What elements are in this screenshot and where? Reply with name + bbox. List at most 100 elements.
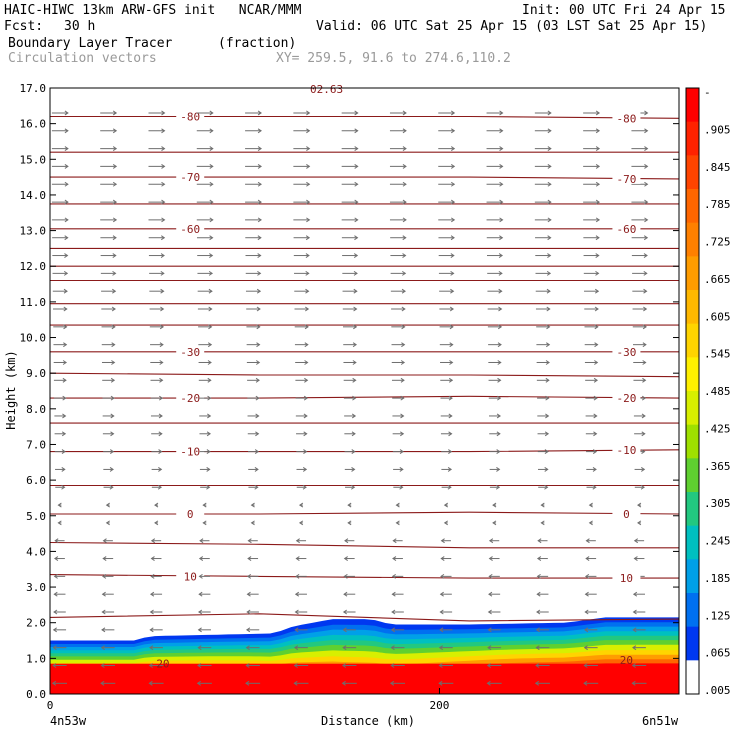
circulation-vector-icon	[198, 591, 211, 597]
vector-head	[399, 431, 405, 437]
circulation-vector-icon	[198, 360, 212, 365]
circulation-vector-icon	[245, 110, 262, 116]
colorbar-swatch	[686, 458, 699, 493]
circulation-vector-icon	[100, 199, 118, 205]
vector-head	[302, 467, 308, 472]
circulation-vector-icon	[51, 217, 69, 223]
vector-head	[642, 377, 647, 383]
vector-head	[641, 395, 647, 401]
circulation-vector-icon	[391, 591, 404, 597]
vector-head	[64, 235, 69, 241]
vector-head	[487, 645, 492, 651]
vector-head	[160, 253, 165, 258]
circulation-vector-icon	[150, 556, 162, 561]
vector-head	[354, 181, 359, 187]
circulation-vector-icon	[637, 502, 642, 508]
circulation-vector-icon	[293, 146, 311, 152]
circulation-vector-icon	[293, 235, 311, 241]
circulation-vector-icon	[150, 342, 164, 348]
circulation-vector-icon	[343, 591, 356, 597]
y-tick-label: 6.0	[26, 474, 46, 487]
vector-head	[305, 288, 310, 294]
vector-head	[161, 164, 166, 169]
vector-head	[102, 573, 107, 579]
circulation-vector-icon	[54, 449, 66, 455]
vector-head	[64, 181, 69, 187]
vector-head	[112, 217, 118, 223]
vector-head	[633, 556, 638, 561]
colorbar-swatch	[686, 391, 699, 426]
y-tick-label: 4.0	[26, 545, 46, 558]
circulation-vector-icon	[583, 164, 601, 169]
vector-head	[642, 360, 647, 365]
vector-head	[207, 395, 212, 401]
vector-head	[593, 413, 598, 419]
circulation-vector-icon	[440, 395, 453, 401]
circulation-vector-icon	[52, 270, 69, 276]
circulation-vector-icon	[57, 520, 62, 526]
circulation-vector-icon	[583, 680, 599, 686]
circulation-vector-icon	[52, 235, 69, 241]
circulation-vector-icon	[196, 199, 214, 205]
circulation-vector-icon	[149, 609, 163, 615]
vector-head	[207, 413, 212, 419]
vector-head	[544, 467, 549, 472]
contour-extra-label-9: 20	[156, 658, 169, 671]
vector-head	[293, 680, 298, 686]
circulation-vector-icon	[293, 645, 308, 651]
vector-head	[593, 431, 598, 437]
circulation-vector-icon	[585, 538, 596, 544]
circulation-vector-icon	[588, 520, 593, 526]
circulation-vector-icon	[347, 520, 352, 526]
circulation-vector-icon	[100, 110, 118, 116]
circulation-vector-icon	[534, 680, 550, 686]
temperature-contour-0	[50, 574, 679, 579]
circulation-vector-icon	[196, 680, 212, 686]
circulation-vector-icon	[197, 306, 213, 312]
circulation-vector-icon	[295, 573, 307, 579]
vector-head	[402, 235, 407, 241]
circulation-vector-icon	[392, 538, 403, 544]
vector-head	[497, 342, 502, 348]
circulation-vector-icon	[51, 128, 69, 134]
circulation-vector-icon	[583, 270, 600, 276]
circulation-vector-icon	[149, 270, 165, 276]
vector-head	[150, 538, 156, 544]
circulation-vector-icon	[487, 609, 501, 615]
vector-head	[112, 181, 118, 187]
circulation-vector-icon	[534, 164, 552, 169]
vector-head	[245, 645, 250, 651]
vector-head	[209, 146, 214, 152]
vector-head	[536, 609, 541, 615]
circulation-vector-icon	[197, 288, 213, 294]
circulation-vector-icon	[151, 449, 163, 455]
circulation-vector-icon	[632, 270, 648, 276]
vector-head	[595, 110, 601, 116]
circulation-vector-icon	[51, 181, 69, 187]
circulation-vector-icon	[631, 199, 649, 205]
vector-head	[254, 467, 259, 472]
vector-head	[450, 110, 456, 116]
vector-head	[450, 270, 455, 276]
vector-head	[347, 502, 352, 508]
circulation-vector-icon	[439, 306, 455, 312]
vector-head	[160, 270, 165, 276]
vector-head	[389, 680, 395, 686]
vector-head	[257, 253, 262, 258]
circulation-vector-icon	[389, 199, 407, 205]
vector-head	[354, 146, 359, 152]
vector-head	[63, 342, 68, 348]
circulation-vector-icon	[486, 680, 502, 686]
vector-head	[547, 181, 552, 187]
vector-head	[643, 253, 648, 258]
vector-head	[450, 288, 455, 294]
vector-head	[447, 467, 453, 472]
circulation-vector-icon	[148, 235, 166, 241]
vector-head	[390, 627, 396, 633]
circulation-vector-icon	[100, 680, 116, 686]
vector-head	[633, 538, 639, 544]
circulation-vector-icon	[149, 645, 163, 651]
circulation-vector-icon	[149, 288, 165, 294]
vector-head	[545, 413, 550, 419]
circulation-vector-icon	[148, 253, 165, 258]
